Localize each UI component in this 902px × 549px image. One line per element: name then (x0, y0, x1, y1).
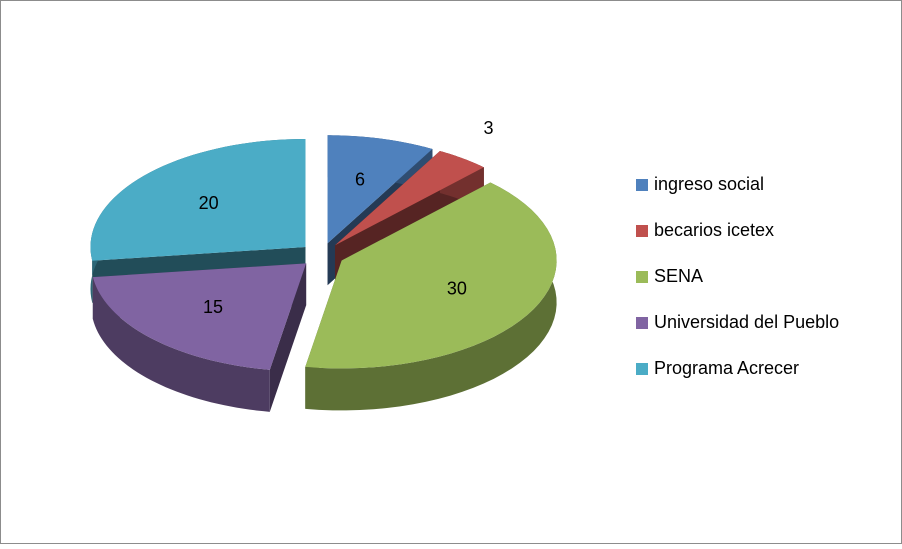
data-label: 6 (355, 169, 365, 189)
slice (305, 182, 557, 411)
legend-swatch (636, 363, 648, 375)
slice-top (305, 182, 557, 369)
data-label: 20 (199, 193, 219, 213)
data-label: 15 (203, 297, 223, 317)
legend-label: Universidad del Pueblo (654, 312, 839, 332)
slice (92, 263, 307, 412)
legend-label: becarios icetex (654, 220, 774, 240)
legend-swatch (636, 225, 648, 237)
legend-label: Programa Acrecer (654, 358, 799, 378)
data-label: 3 (483, 118, 493, 138)
legend-label: ingreso social (654, 174, 764, 194)
slice-top (335, 150, 484, 246)
legend-swatch (636, 317, 648, 329)
legend-swatch (636, 179, 648, 191)
slice-side (305, 182, 557, 411)
legend-label: SENA (654, 266, 703, 286)
data-label: 30 (447, 278, 467, 298)
slice-top (92, 263, 307, 370)
slice-top (90, 139, 306, 261)
slice-top (327, 135, 433, 244)
slice-side (92, 277, 270, 412)
legend-swatch (636, 271, 648, 283)
